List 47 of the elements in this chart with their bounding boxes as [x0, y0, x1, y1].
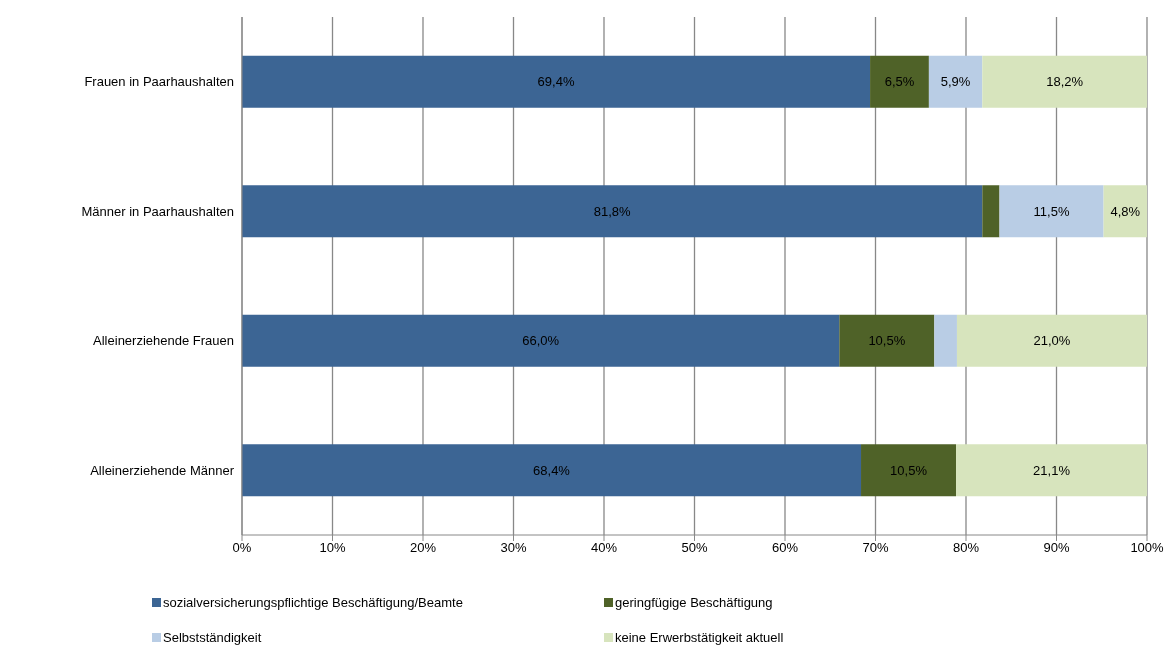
legend-label: Selbstständigkeit: [163, 630, 262, 645]
legend-label: geringfügige Beschäftigung: [615, 595, 773, 610]
bar: [982, 185, 1000, 238]
x-tick-label: 20%: [409, 540, 437, 556]
bar: [861, 444, 957, 497]
data-label: 66,0%: [522, 333, 560, 349]
x-tick-label: 0%: [232, 540, 252, 556]
y-tick-label: Alleinerziehende Frauen: [93, 333, 234, 349]
bar: [242, 185, 983, 238]
data-label: 4,8%: [1110, 203, 1141, 219]
data-label: 21,0%: [1033, 333, 1071, 349]
x-tick-label: 40%: [590, 540, 618, 556]
y-tick-label: Frauen in Paarhaushalten: [84, 74, 234, 90]
bar: [839, 314, 935, 367]
data-label: 11,5%: [1033, 203, 1070, 219]
bar: [999, 185, 1104, 238]
x-tick-label: 100%: [1130, 540, 1165, 556]
bar: [928, 55, 983, 108]
bar: [1103, 185, 1147, 238]
bar: [242, 314, 840, 367]
x-tick-label: 50%: [681, 540, 708, 556]
bar: [242, 55, 871, 108]
x-tick-label: 30%: [500, 540, 527, 556]
data-label: 68,4%: [533, 462, 571, 478]
x-tick-label: 10%: [319, 540, 346, 556]
data-label: 5,9%: [940, 74, 971, 90]
data-label: 6,5%: [884, 74, 915, 90]
data-label: 18,2%: [1046, 74, 1084, 90]
y-tick-label: Männer in Paarhaushalten: [81, 203, 234, 219]
bar: [956, 314, 1147, 367]
data-label: 10,5%: [890, 462, 928, 478]
data-label: 69,4%: [537, 74, 575, 90]
legend-label: keine Erwerbstätigkeit aktuell: [615, 630, 784, 645]
data-label: 81,8%: [593, 203, 632, 219]
bar: [956, 444, 1147, 497]
x-tick-label: 70%: [862, 540, 889, 556]
bar: [870, 55, 929, 108]
legend-label: sozialversicherungspflichtige Beschäftigung/Beamte: [163, 595, 463, 610]
x-tick-label: 80%: [952, 540, 980, 556]
data-label: 21,1%: [1033, 462, 1071, 478]
x-tick-label: 90%: [1043, 540, 1070, 556]
bar: [982, 55, 1147, 108]
x-tick-label: 60%: [771, 540, 799, 556]
data-label: 10,5%: [868, 333, 906, 349]
bar: [934, 314, 957, 367]
y-tick-label: Alleinerziehende Männer: [90, 462, 235, 478]
bar: [242, 444, 862, 497]
